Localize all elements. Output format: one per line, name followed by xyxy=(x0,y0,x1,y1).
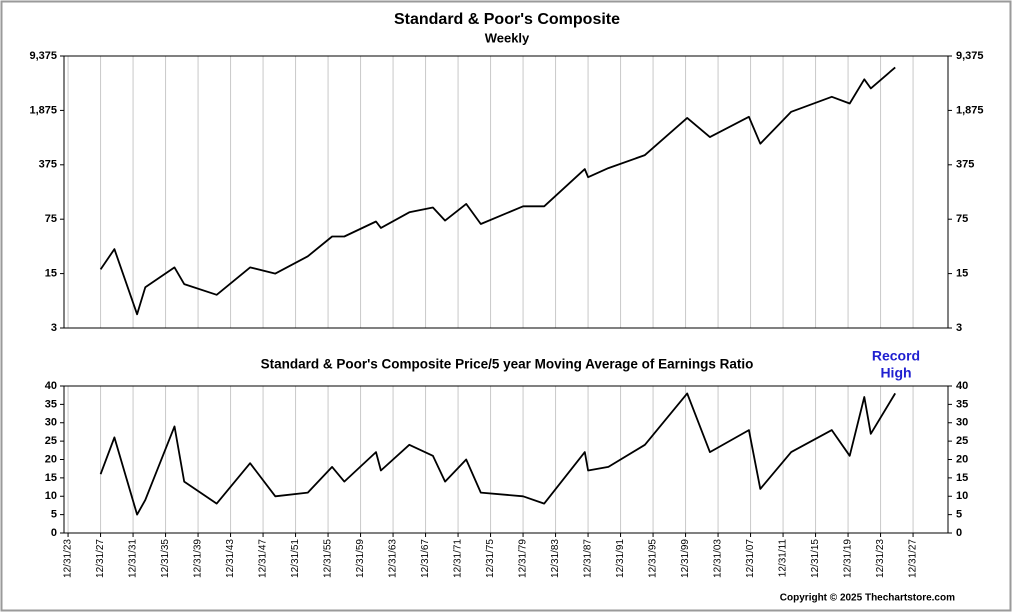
x-tick-label: 12/31/51 xyxy=(290,539,301,578)
x-tick-label: 12/31/91 xyxy=(615,539,626,578)
x-tick-label: 12/31/23 xyxy=(63,539,74,578)
plot-frame xyxy=(63,55,949,329)
chart-title: Standard & Poor's Composite xyxy=(394,11,620,28)
y-tick-label: 0 xyxy=(51,527,57,539)
y-tick-label: 35 xyxy=(45,398,57,410)
x-tick-label: 12/31/07 xyxy=(745,539,756,578)
y-tick-label: 5 xyxy=(51,509,57,521)
x-tick-label: 12/31/83 xyxy=(550,539,561,578)
x-tick-label: 12/31/79 xyxy=(518,539,529,578)
x-tick-label: 12/31/19 xyxy=(843,539,854,578)
y-tick-label: 15 xyxy=(956,268,968,280)
x-tick-label: 12/31/27 xyxy=(908,539,919,578)
x-tick-label: 12/31/63 xyxy=(388,539,399,578)
y-tick-label: 40 xyxy=(45,380,57,392)
y-tick-label: 40 xyxy=(956,380,968,392)
y-tick-label: 15 xyxy=(956,472,968,484)
y-tick-label: 9,375 xyxy=(29,50,57,62)
y-tick-label: 20 xyxy=(956,453,968,465)
y-tick-label: 30 xyxy=(45,417,57,429)
x-tick-label: 12/31/39 xyxy=(193,539,204,578)
y-tick-label: 375 xyxy=(39,159,57,171)
x-tick-label: 12/31/95 xyxy=(648,539,659,578)
y-tick-label: 35 xyxy=(956,398,968,410)
x-tick-label: 12/31/23 xyxy=(875,539,886,578)
annotation: High xyxy=(880,365,911,381)
y-tick-label: 15 xyxy=(45,268,57,280)
y-tick-label: 15 xyxy=(45,472,57,484)
x-tick-label: 12/31/75 xyxy=(485,539,496,578)
y-tick-label: 1,875 xyxy=(956,104,984,116)
y-tick-label: 25 xyxy=(45,435,57,447)
panel-title: Standard & Poor's Composite Price/5 year… xyxy=(261,357,754,372)
line-series xyxy=(99,392,896,516)
x-tick-label: 12/31/43 xyxy=(225,539,236,578)
x-tick-label: 12/31/67 xyxy=(420,539,431,578)
x-tick-label: 12/31/99 xyxy=(680,539,691,578)
y-tick-label: 75 xyxy=(956,213,968,225)
x-tick-label: 12/31/55 xyxy=(323,539,334,578)
y-tick-label: 0 xyxy=(956,527,962,539)
y-tick-label: 75 xyxy=(45,213,57,225)
line-series xyxy=(99,66,896,316)
x-tick-label: 12/31/11 xyxy=(778,539,789,578)
chart-subtitle: Weekly xyxy=(485,30,530,45)
y-tick-label: 375 xyxy=(956,159,974,171)
x-tick-label: 12/31/35 xyxy=(160,539,171,578)
y-tick-label: 3 xyxy=(956,322,962,334)
y-tick-label: 1,875 xyxy=(29,104,57,116)
x-tick-label: 12/31/15 xyxy=(810,539,821,578)
y-tick-label: 25 xyxy=(956,435,968,447)
y-tick-label: 10 xyxy=(956,490,968,502)
plot-frame xyxy=(63,385,949,534)
copyright: Copyright © 2025 Thechartstore.com xyxy=(780,593,955,604)
y-tick-label: 10 xyxy=(45,490,57,502)
x-tick-label: 12/31/71 xyxy=(453,539,464,578)
y-tick-label: 3 xyxy=(51,322,57,334)
y-tick-label: 5 xyxy=(956,509,962,521)
x-tick-label: 12/31/31 xyxy=(128,539,139,578)
x-tick-label: 12/31/47 xyxy=(258,539,269,578)
x-tick-label: 12/31/03 xyxy=(713,539,724,578)
x-tick-label: 12/31/27 xyxy=(95,539,106,578)
annotation: Record xyxy=(872,348,920,364)
y-tick-label: 30 xyxy=(956,417,968,429)
y-tick-label: 9,375 xyxy=(956,50,984,62)
y-tick-label: 20 xyxy=(45,453,57,465)
x-tick-label: 12/31/87 xyxy=(583,539,594,578)
x-tick-label: 12/31/59 xyxy=(355,539,366,578)
